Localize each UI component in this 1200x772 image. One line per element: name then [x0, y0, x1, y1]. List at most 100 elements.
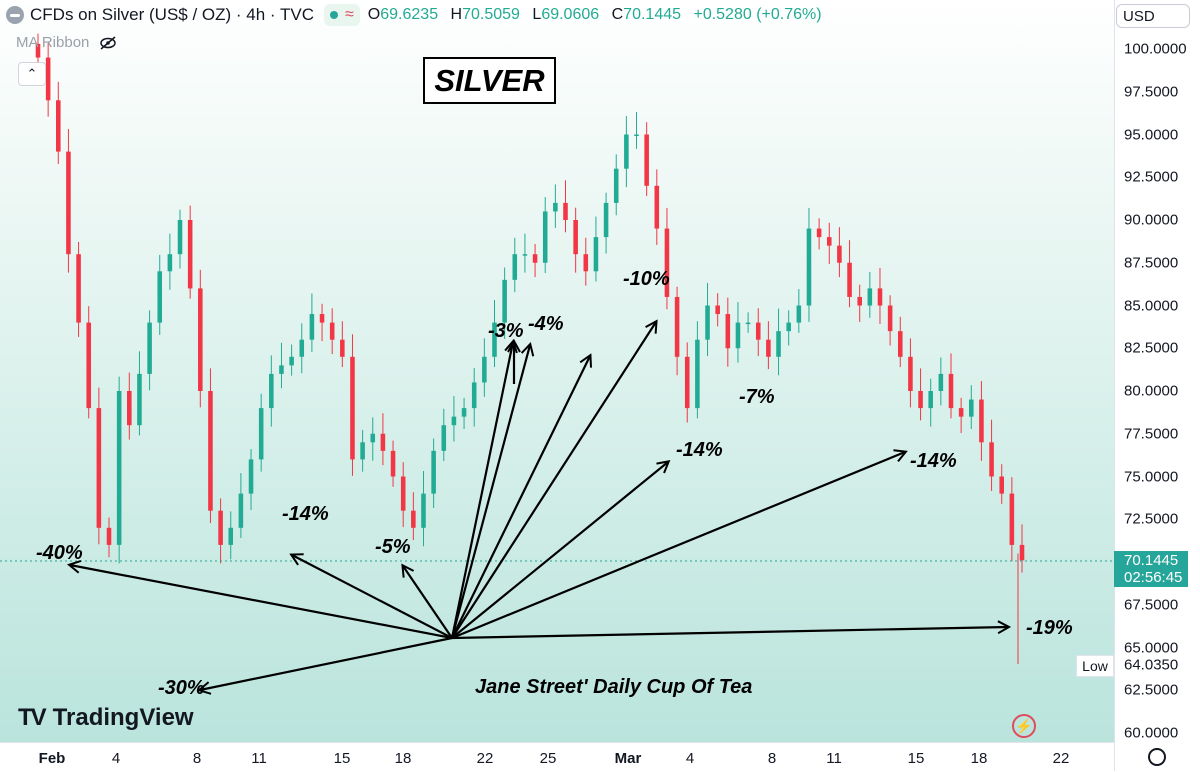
- candle-body: [441, 425, 447, 451]
- price-tick-label: 80.0000: [1124, 382, 1179, 400]
- price-axis[interactable]: [1114, 0, 1200, 771]
- last-price-value: 70.1445: [1124, 552, 1179, 569]
- candle-body: [127, 391, 132, 426]
- candle-body: [299, 339, 305, 357]
- currency-select[interactable]: USD: [1116, 4, 1190, 28]
- eye-hidden-icon[interactable]: [99, 35, 117, 50]
- annotation-label: -10%: [623, 268, 670, 290]
- candle-body: [238, 493, 244, 528]
- candle-body: [248, 459, 254, 494]
- candle-body: [938, 373, 944, 391]
- price-tick-label: 87.5000: [1124, 254, 1179, 272]
- low-marker-value: 64.0350: [1124, 656, 1179, 674]
- candle-body: [167, 254, 173, 272]
- candle-body: [634, 134, 639, 136]
- candle-body: [380, 433, 386, 451]
- annotation-arrow: [451, 356, 590, 639]
- annotation-label: -40%: [36, 542, 83, 564]
- brand-name: TradingView: [52, 704, 194, 731]
- indicator-name[interactable]: MA Ribbon: [16, 34, 90, 51]
- price-tick-label: 85.0000: [1124, 297, 1179, 314]
- price-tick-label: 60.0000: [1124, 724, 1179, 742]
- price-tick-label: 97.5000: [1124, 83, 1179, 101]
- close-value: 70.1445: [623, 6, 682, 23]
- annotation-label: -5%: [375, 536, 411, 558]
- chart-header: CFDs on Silver (US$ / OZ) · 4h · TVC ≈ O…: [6, 4, 830, 26]
- candle-body: [816, 228, 822, 238]
- time-tick-label: 11: [826, 750, 842, 767]
- candle-body: [867, 288, 873, 306]
- candle-body: [411, 510, 416, 528]
- candle-body: [522, 254, 528, 256]
- market-status-button[interactable]: ≈: [324, 4, 360, 26]
- candle-body: [76, 254, 81, 323]
- candle-body: [1019, 544, 1025, 561]
- low-value: 69.0606: [541, 6, 600, 23]
- candle-body: [269, 373, 274, 409]
- candle-body: [735, 322, 741, 349]
- candle-body: [56, 100, 61, 152]
- time-tick-label: 18: [394, 750, 412, 767]
- time-tick-label: Mar: [614, 750, 642, 767]
- annotation-label: -14%: [910, 450, 957, 472]
- annotation-arrow: [451, 627, 1008, 640]
- candle-body: [897, 331, 903, 357]
- symbol-title[interactable]: CFDs on Silver (US$ / OZ) · 4h · TVC: [30, 5, 315, 24]
- candle-body: [421, 493, 426, 528]
- candle-body: [177, 220, 183, 255]
- time-tick-label: 22: [1052, 750, 1070, 767]
- candle-body: [137, 373, 142, 426]
- time-tick-label: 15: [907, 750, 925, 767]
- candle-body: [684, 356, 690, 409]
- last-price-tag: 70.1445 02:56:45: [1114, 551, 1188, 587]
- candle-body: [989, 442, 994, 477]
- candle-body: [725, 314, 731, 349]
- candle-body: [928, 391, 933, 409]
- chart-background: [0, 0, 1114, 742]
- change-value: +0.5280 (+0.76%): [693, 6, 822, 23]
- candle-body: [461, 408, 467, 417]
- candle-body: [654, 185, 660, 229]
- candle-body: [796, 305, 802, 323]
- candle-body: [806, 228, 812, 306]
- candle-body: [857, 296, 862, 306]
- symbol-icon: [6, 6, 24, 24]
- candle-body: [918, 391, 923, 409]
- candle-body: [563, 202, 568, 220]
- candle-body: [664, 228, 670, 297]
- candle-body: [745, 322, 751, 325]
- candle-body: [755, 322, 761, 340]
- candle-body: [542, 211, 548, 263]
- candle-body: [350, 356, 355, 460]
- high-value: 70.5059: [462, 6, 520, 23]
- price-tick-label: 72.5000: [1124, 510, 1179, 528]
- price-tick-label: 67.5000: [1124, 596, 1179, 614]
- candle-body: [573, 220, 578, 255]
- time-axis[interactable]: [0, 742, 1114, 772]
- candle-body: [715, 305, 720, 315]
- candle-body: [451, 416, 457, 426]
- settings-gear-icon[interactable]: [1148, 748, 1166, 766]
- time-tick-label: 8: [767, 750, 777, 767]
- annotation-label: -4%: [528, 313, 564, 335]
- candle-body: [187, 220, 193, 289]
- candle-body: [471, 382, 477, 409]
- time-tick-label: 15: [333, 750, 351, 767]
- lightning-icon[interactable]: ⚡: [1012, 714, 1036, 738]
- candle-body: [532, 254, 538, 263]
- candle-body: [776, 331, 781, 357]
- candle-body: [593, 237, 599, 272]
- price-tick-label: 77.5000: [1124, 425, 1179, 443]
- annotation-label: -14%: [282, 503, 329, 525]
- collapse-legend-button[interactable]: ⌃: [18, 62, 46, 86]
- annotation-label: -19%: [1026, 617, 1073, 639]
- price-tick-label: 62.5000: [1124, 681, 1179, 699]
- time-tick-label: 4: [685, 750, 695, 767]
- candle-body: [400, 476, 406, 511]
- candle-body: [106, 527, 112, 545]
- candle-body: [329, 322, 335, 340]
- time-tick-label: 8: [192, 750, 202, 767]
- candle-body: [958, 408, 964, 417]
- time-tick-label: 11: [251, 750, 267, 767]
